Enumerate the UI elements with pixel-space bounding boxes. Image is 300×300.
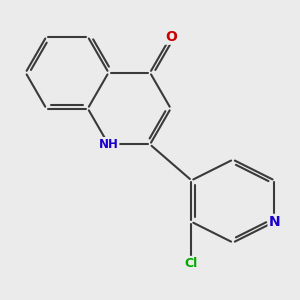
Text: NH: NH — [99, 138, 118, 151]
Text: Cl: Cl — [185, 257, 198, 270]
Text: O: O — [165, 30, 177, 44]
Text: N: N — [268, 215, 280, 229]
